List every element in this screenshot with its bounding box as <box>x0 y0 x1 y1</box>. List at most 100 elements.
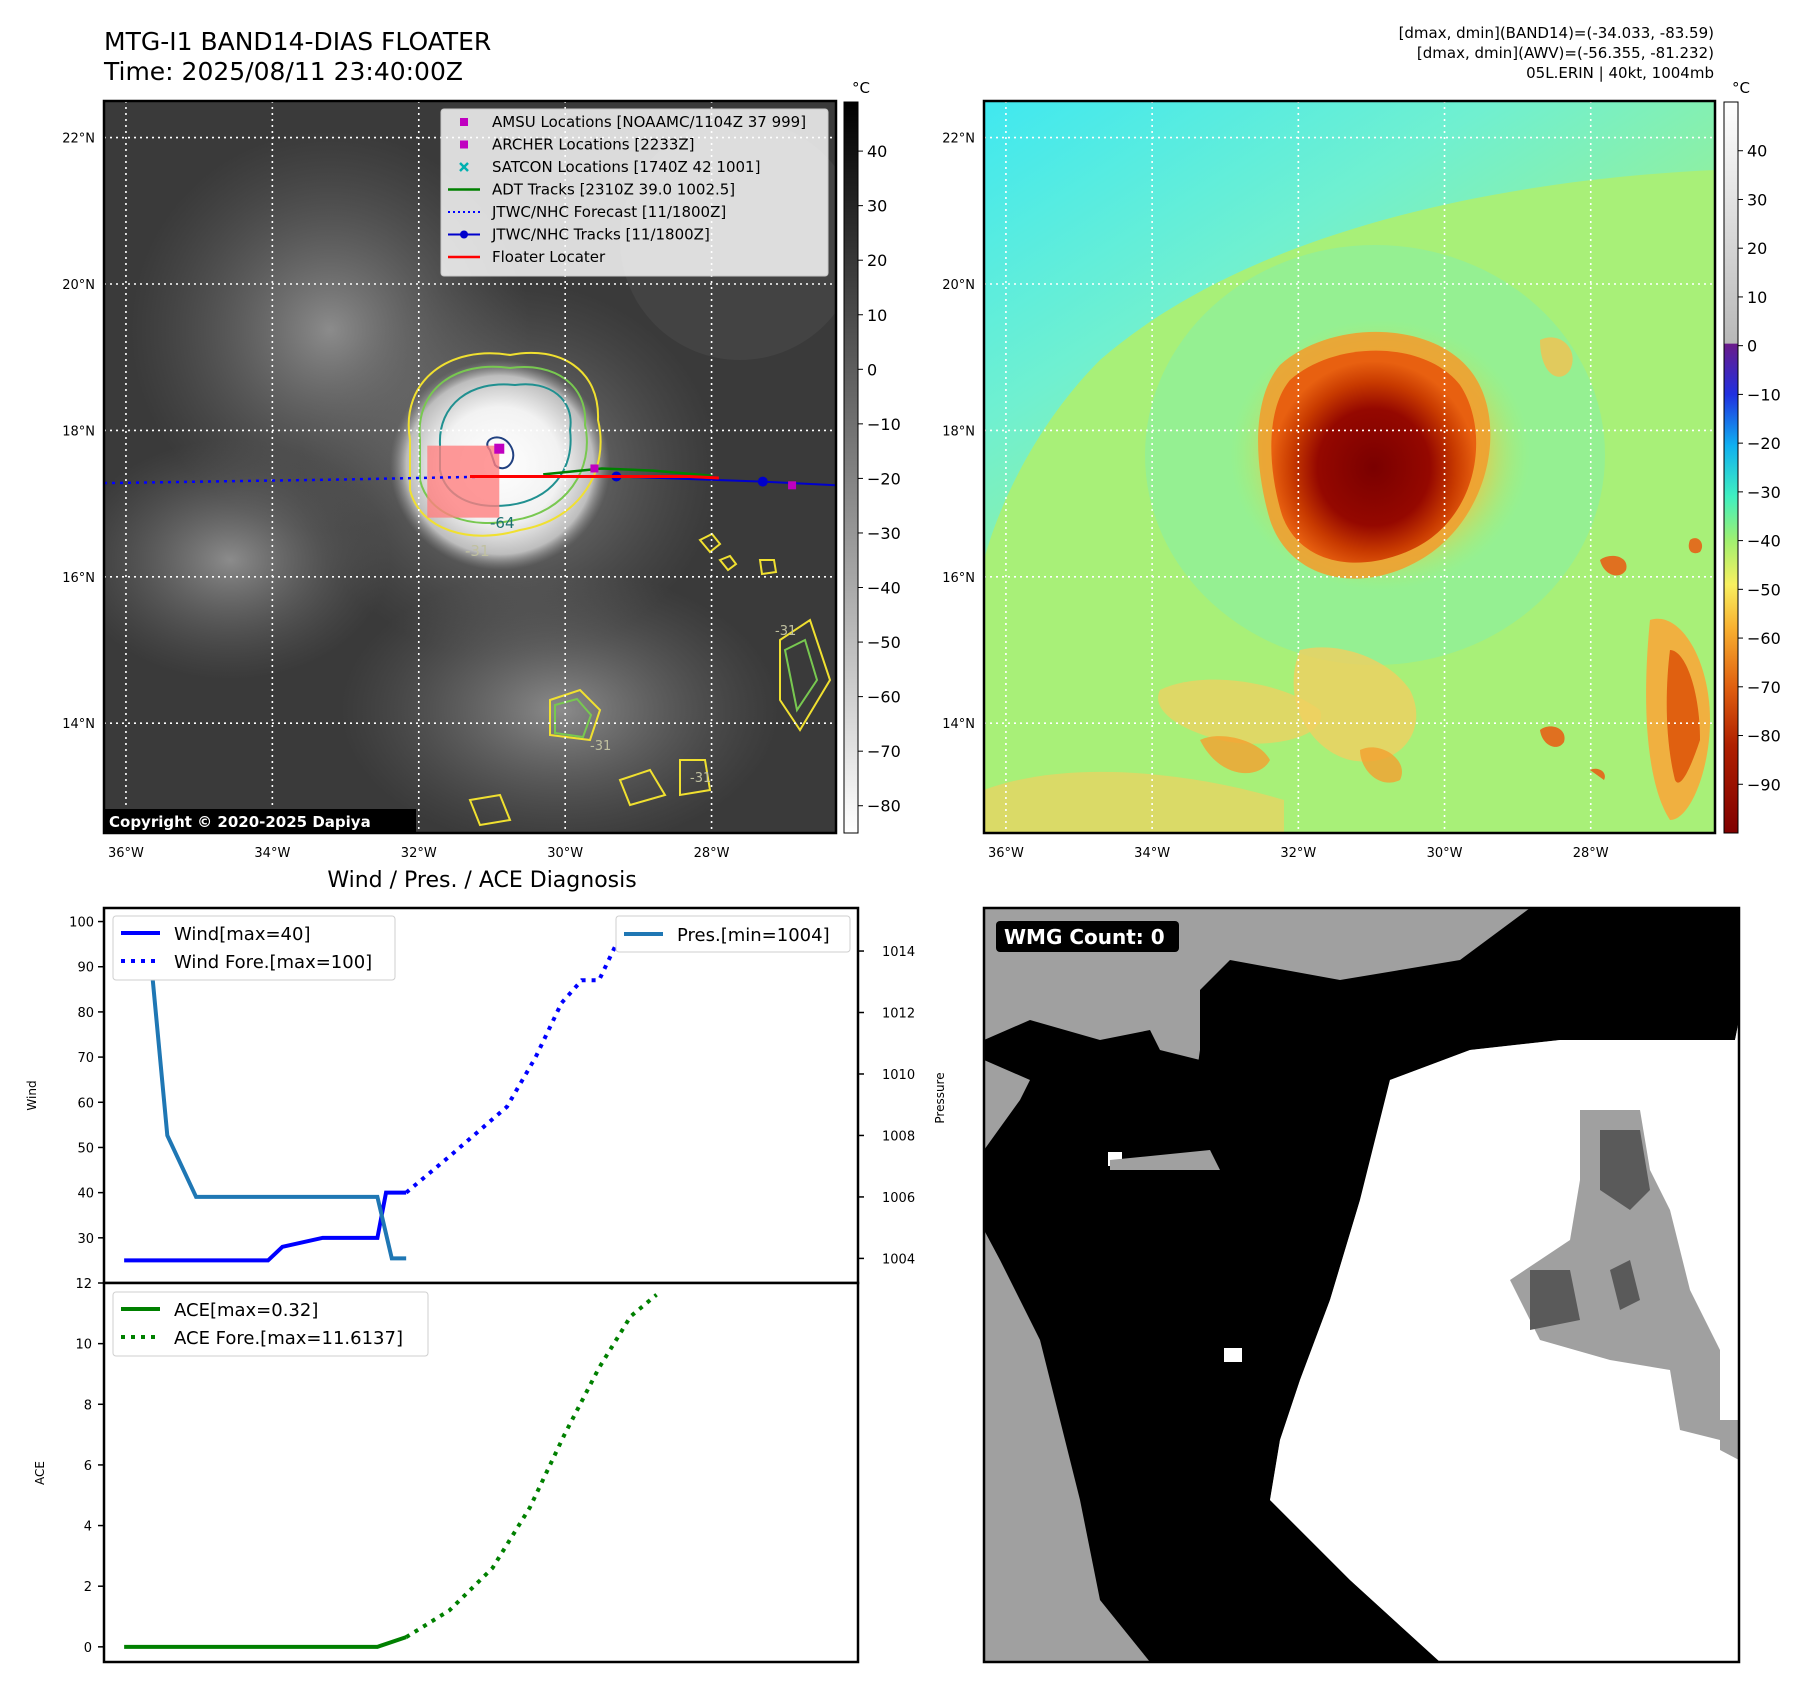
ace-chart: 0 2 4 6 8 10 12 ACE ACE[max=0.32] ACE Fore.[max=1… <box>33 1277 860 1664</box>
diagnosis-title: Wind / Pres. / ACE Diagnosis <box>327 868 636 893</box>
wind-legend <box>112 915 396 981</box>
colorbar-tick-label: −70 <box>867 742 901 761</box>
legend-label: JTWC/NHC Tracks [11/1800Z] <box>491 226 710 244</box>
wmg-panel <box>984 908 1739 1662</box>
color-ir-map-panel <box>984 101 1715 833</box>
colorbar-tick-label: −20 <box>867 469 901 488</box>
colorbar-color-ticks: 40 30 20 10 0 −10 −20 −30 −40 −50 −60 −70 −80 −90 <box>1738 142 1781 794</box>
track-point <box>757 476 768 487</box>
colorbar-tick-label: 20 <box>867 251 887 270</box>
lat-tick-label: 18°N <box>942 424 975 439</box>
legend-marker <box>460 140 468 149</box>
legend-label: ADT Tracks [2310Z 39.0 1002.5] <box>492 181 735 199</box>
contour-label: -31 <box>690 771 711 786</box>
lon-tick-label: 30°W <box>547 846 583 861</box>
lon-tick-label: 32°W <box>1280 846 1316 861</box>
legend-label: ACE[max=0.32] <box>174 1300 318 1321</box>
info-band14: [dmax, dmin](BAND14)=(-34.033, -83.59) <box>1398 24 1714 42</box>
info-storm: 05L.ERIN | 40kt, 1004mb <box>1526 64 1714 82</box>
y2-tick-label: 1006 <box>882 1191 915 1206</box>
colorbar-tick-label: 10 <box>1747 288 1767 307</box>
series-line <box>404 920 636 1195</box>
lon-tick-label: 32°W <box>401 846 437 861</box>
lat-tick-label: 14°N <box>62 717 95 732</box>
colorbar-tick-label: 40 <box>867 142 887 161</box>
series-line <box>124 1635 407 1649</box>
series-line <box>124 1190 407 1263</box>
satcon-marker <box>788 481 797 490</box>
colorbar-tick-label: −30 <box>867 524 901 543</box>
y2-tick-label: 1014 <box>882 945 915 960</box>
colorbar-tick-label: 40 <box>1747 142 1767 161</box>
lat-axis-right: 22°N 20°N 18°N 16°N 14°N <box>942 132 975 733</box>
colorbar-tick-label: −60 <box>867 688 901 707</box>
lon-tick-label: 28°W <box>1573 846 1609 861</box>
map-legend: AMSU Locations [NOAAMC/1104Z 37 999] ARCH… <box>440 108 829 277</box>
lon-tick-label: 28°W <box>694 846 730 861</box>
legend-marker <box>459 162 469 172</box>
contour-label: -31 <box>465 542 490 560</box>
y-tick-label: 2 <box>84 1580 92 1595</box>
ace-legend <box>112 1291 429 1357</box>
colorbar-unit-right: °C <box>1732 79 1750 97</box>
colorbar-tick-label: −20 <box>1747 434 1781 453</box>
colorbar-tick-label: −60 <box>1747 629 1781 648</box>
legend-label: ARCHER Locations [2233Z] <box>492 136 695 154</box>
contour-label: -31 <box>590 739 611 754</box>
colorbar-tick-label: −70 <box>1747 678 1781 697</box>
lat-tick-label: 22°N <box>62 132 95 147</box>
y-tick-label: 12 <box>75 1277 92 1292</box>
legend-marker <box>460 230 468 239</box>
colorbar-gray-ticks: 40 30 20 10 0 −10 −20 −30 −40 −50 −60 −70 −80 <box>858 142 901 816</box>
ace-axis-label: ACE <box>33 1461 47 1485</box>
legend-label: Wind Fore.[max=100] <box>174 952 372 973</box>
figure-time: Time: 2025/08/11 23:40:00Z <box>104 57 463 86</box>
colorbar-color <box>1723 101 1739 834</box>
legend-label: SATCON Locations [1740Z 42 1001] <box>492 158 760 176</box>
lon-tick-label: 30°W <box>1427 846 1463 861</box>
legend-label: Pres.[min=1004] <box>677 925 830 946</box>
colorbar-tick-label: 20 <box>1747 239 1767 258</box>
colorbar-tick-label: 30 <box>1747 190 1767 209</box>
colorbar-tick-label: 0 <box>1747 337 1757 356</box>
y-tick-label: 0 <box>84 1641 92 1656</box>
archer-marker <box>590 464 599 473</box>
figure-title: MTG-I1 BAND14-DIAS FLOATER <box>104 27 492 56</box>
wmg-count-box <box>996 921 1179 952</box>
colorbar-tick-label: −10 <box>1747 385 1781 404</box>
legend-label: AMSU Locations [NOAAMC/1104Z 37 999] <box>492 113 806 131</box>
copyright-text: Copyright © 2020-2025 Dapiya <box>109 813 371 831</box>
floater-box <box>427 445 500 518</box>
pressure-legend <box>615 915 851 953</box>
y-tick-label: 60 <box>77 1096 94 1111</box>
colorbar-tick-label: −40 <box>1747 532 1781 551</box>
y2-tick-label: 1012 <box>882 1007 915 1022</box>
legend-label: JTWC/NHC Forecast [11/1800Z] <box>491 203 726 221</box>
colorbar-tick-label: −90 <box>1747 775 1781 794</box>
lon-tick-label: 36°W <box>108 846 144 861</box>
map-gridlines-right <box>984 101 1715 833</box>
y-tick-label: 70 <box>77 1051 94 1066</box>
y-tick-label: 40 <box>77 1187 94 1202</box>
lon-tick-label: 36°W <box>988 846 1024 861</box>
colorbar-tick-label: −80 <box>1747 727 1781 746</box>
colorbar-tick-label: −40 <box>867 579 901 598</box>
series-line <box>405 1293 658 1639</box>
colorbar-tick-label: 30 <box>867 197 887 216</box>
colorbar-unit: °C <box>852 79 870 97</box>
colorbar-tick-label: −30 <box>1747 483 1781 502</box>
lat-tick-label: 20°N <box>942 278 975 293</box>
contour-label: -64 <box>490 514 515 532</box>
colorbar-tick-label: −10 <box>867 415 901 434</box>
y-tick-label: 6 <box>84 1459 92 1474</box>
adt-track <box>543 467 712 478</box>
y-tick-label: 30 <box>77 1232 94 1247</box>
copyright-box <box>104 809 416 833</box>
colorbar-tick-label: 10 <box>867 306 887 325</box>
amsu-marker <box>494 443 505 454</box>
legend-label: ACE Fore.[max=11.6137] <box>174 1328 403 1349</box>
colorbar-tick-label: −50 <box>1747 580 1781 599</box>
lon-tick-label: 34°W <box>1134 846 1170 861</box>
storm-tracks <box>104 443 836 518</box>
legend-label: Floater Locater <box>492 248 606 266</box>
